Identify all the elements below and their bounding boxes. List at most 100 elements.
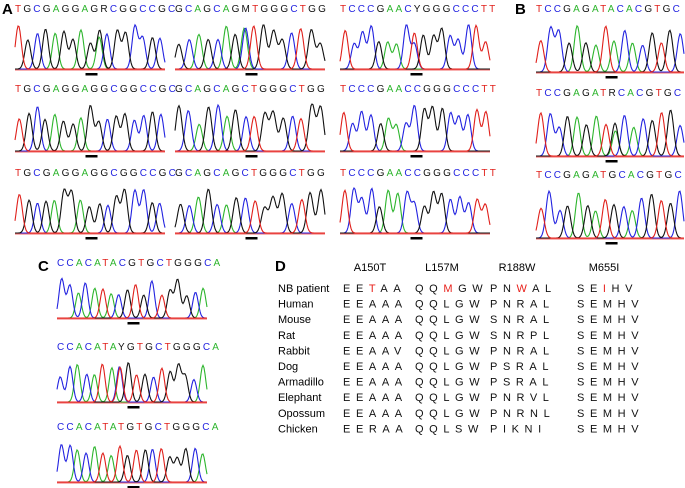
- trace-C: [15, 188, 166, 234]
- variant-marker: [245, 73, 258, 76]
- trace-C: [340, 104, 490, 152]
- residues: EERAA: [343, 423, 408, 435]
- trace-C: [536, 189, 685, 239]
- variant-marker: [410, 155, 423, 158]
- trace-T: [14, 193, 165, 234]
- variant-marker: [85, 73, 98, 76]
- residues: EEAAA: [343, 330, 408, 342]
- variant-marker: [245, 155, 258, 158]
- trace-C: [536, 112, 685, 157]
- trace-T: [339, 189, 491, 234]
- sequence: TCCCGAACCGGGCCCTT: [340, 84, 498, 95]
- trace-T: [535, 198, 684, 239]
- trace-C: [340, 186, 490, 234]
- residues: QQLGW: [415, 408, 485, 420]
- residues: EEAAA: [343, 392, 408, 404]
- variant-marker: [410, 237, 423, 240]
- residues: PSRAL: [490, 377, 554, 389]
- variant-marker: [605, 76, 618, 79]
- column-header: L157M: [425, 262, 459, 274]
- panel-label: C: [38, 258, 49, 275]
- residues: EEAAA: [343, 314, 408, 326]
- trace-A: [175, 196, 325, 234]
- trace-G: [174, 103, 326, 152]
- sequence: GCAGCAGMTGGGCTGG: [175, 4, 328, 15]
- residues: QQLSW: [415, 423, 484, 435]
- residues: SEMHV: [577, 330, 644, 342]
- column-header: A150T: [354, 262, 387, 274]
- trace-A: [536, 24, 684, 73]
- variant-marker: [85, 155, 98, 158]
- residues: PNRAL: [490, 299, 555, 311]
- species-name: Elephant: [278, 392, 321, 404]
- residues: QQLGW: [415, 361, 485, 373]
- panel-label: A: [2, 1, 13, 18]
- trace-T: [535, 111, 684, 157]
- sequence: TCCCGAACYGGGCCCTT: [340, 4, 497, 15]
- trace-G: [174, 188, 326, 234]
- panel-label: D: [275, 258, 286, 275]
- sequence: CCACATATGTGCTGGGCA: [57, 422, 221, 433]
- variant-marker: [127, 322, 140, 325]
- variant-marker: [127, 406, 140, 409]
- sequence: TGCGAGGAGGCGGCCGC: [15, 84, 178, 95]
- trace-T: [175, 115, 325, 152]
- sequence: CCACATAYGTGCTGGGCA: [57, 342, 221, 353]
- panel-label: B: [515, 1, 526, 18]
- residues: SNRAL: [490, 314, 555, 326]
- species-name: Chicken: [278, 423, 318, 435]
- residues: SEMHV: [577, 299, 644, 311]
- sequence: TCCGAGATACACGTGC: [536, 4, 682, 15]
- species-name: Mouse: [278, 314, 311, 326]
- sequence: TCCGAGATRCACGTGC: [536, 88, 683, 99]
- species-name: Armadillo: [278, 377, 324, 389]
- column-header: R188W: [499, 262, 536, 274]
- trace-T: [57, 444, 207, 483]
- trace-A: [340, 41, 490, 70]
- residues: PIKNI: [490, 423, 547, 435]
- variant-marker: [410, 73, 423, 76]
- trace-T: [535, 25, 684, 73]
- species-name: Opossum: [278, 408, 325, 420]
- trace-T: [175, 198, 325, 234]
- sequence: TCCGAGATGCACGTGC: [536, 170, 684, 181]
- trace-G: [15, 104, 165, 152]
- sequence: TGCGAGGAGRCGGCCGC: [15, 4, 177, 15]
- sequence: CCACATACGTGCTGGGCA: [57, 258, 222, 269]
- trace-T: [14, 25, 165, 70]
- residues: QQLGW: [415, 314, 485, 326]
- species-name: Rat: [278, 330, 295, 342]
- residues: PNWAL: [490, 283, 557, 295]
- residues: PNRNL: [490, 408, 555, 420]
- trace-T: [339, 108, 491, 152]
- residues: EEAAV: [343, 345, 407, 357]
- residues: PSRAL: [490, 361, 554, 373]
- trace-A: [536, 115, 684, 157]
- residues: SEMHV: [577, 377, 644, 389]
- species-name: Dog: [278, 361, 298, 373]
- trace-T: [339, 24, 491, 70]
- residues: QQLGW: [415, 299, 485, 311]
- trace-T: [14, 118, 165, 152]
- trace-G: [174, 24, 326, 70]
- residues: QQLGW: [415, 377, 485, 389]
- species-name: Rabbit: [278, 345, 310, 357]
- trace-C: [175, 197, 325, 234]
- residues: EEAAA: [343, 361, 408, 373]
- residues: EETAA: [343, 283, 406, 295]
- trace-G: [15, 28, 165, 70]
- sequence: GCAGCAGCTGGGCTGG: [175, 84, 327, 95]
- trace-A: [340, 189, 490, 234]
- trace-G: [15, 188, 165, 234]
- residues: PNRVL: [490, 392, 555, 404]
- residues: QQLGW: [415, 330, 485, 342]
- sequence: TGCGAGGAGGCGGCCGC: [15, 168, 178, 179]
- trace-A: [340, 117, 490, 152]
- residues: SEMHV: [577, 361, 644, 373]
- trace-C: [15, 106, 166, 152]
- variant-marker: [127, 486, 140, 488]
- residues: SEMHV: [577, 314, 644, 326]
- trace-G: [536, 29, 684, 73]
- variant-marker: [245, 237, 258, 240]
- residues: EEAAA: [343, 408, 408, 420]
